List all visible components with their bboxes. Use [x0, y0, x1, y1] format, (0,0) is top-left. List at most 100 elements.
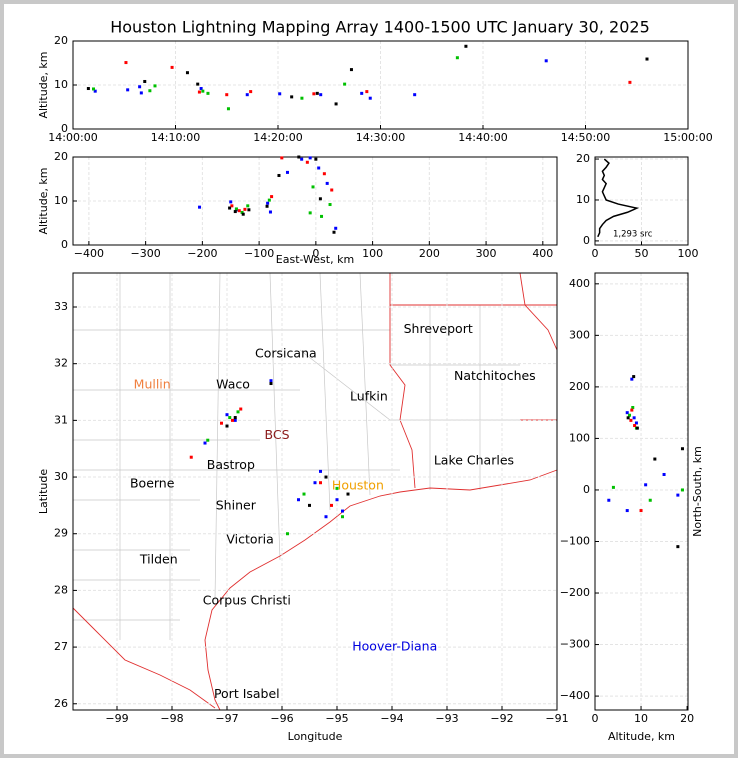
x-tick-label: 14:20:00	[253, 131, 302, 144]
lightning-source	[143, 79, 147, 83]
x-tick-label: 200	[419, 247, 440, 260]
lightning-source	[201, 89, 205, 93]
lightning-source	[365, 90, 369, 94]
lightning-source	[648, 498, 652, 502]
y-tick-label: 20	[54, 34, 68, 47]
place-label: Bastrop	[207, 457, 255, 472]
lightning-source	[267, 198, 271, 202]
lightning-source	[635, 426, 639, 430]
x-tick-label: −96	[270, 712, 293, 725]
lightning-source	[607, 498, 611, 502]
place-label: BCS	[265, 427, 290, 442]
x-tick-label: 20	[680, 712, 694, 725]
lightning-source	[226, 107, 230, 111]
lightning-source	[653, 457, 657, 461]
lightning-source	[243, 207, 247, 211]
x-tick-label: −400	[74, 247, 104, 260]
x-tick-label: 300	[476, 247, 497, 260]
lightning-source	[247, 208, 251, 212]
altitude-histogram	[597, 158, 640, 238]
lightning-source	[360, 91, 364, 95]
lightning-source	[240, 210, 244, 214]
plot-frame	[72, 156, 558, 246]
lightning-source	[269, 382, 273, 386]
x-axis-label: Longitude	[288, 730, 343, 743]
lightning-source	[265, 204, 269, 208]
plot-frame	[72, 272, 558, 711]
x-tick-label: 0	[592, 247, 599, 260]
lightning-source	[630, 408, 634, 412]
lightning-source	[233, 416, 237, 420]
lightning-source	[632, 375, 636, 379]
lightning-source	[680, 488, 684, 492]
y-tick-label: 0	[61, 238, 68, 251]
lightning-source	[632, 416, 636, 420]
x-tick-label: 0	[592, 712, 599, 725]
lightning-source	[302, 492, 306, 496]
x-tick-label: −100	[244, 247, 274, 260]
y-tick-label: −100	[560, 534, 590, 547]
x-axis-label: Altitude, km	[608, 730, 675, 743]
y-axis-label: Altitude, km	[37, 167, 50, 234]
place-label: Victoria	[226, 531, 273, 546]
lightning-source	[464, 44, 468, 48]
place-label: Shiner	[216, 497, 257, 512]
lightning-source	[319, 469, 322, 473]
x-tick-label: 0	[312, 247, 319, 260]
lightning-source	[315, 91, 319, 95]
lightning-source	[249, 90, 253, 94]
place-label: Corpus Christi	[203, 593, 291, 608]
lightning-source	[206, 91, 210, 95]
place-label: Lake Charles	[434, 453, 514, 468]
map-base	[72, 272, 558, 711]
place-label: Tilden	[139, 551, 178, 566]
y-tick-label: 32	[54, 357, 68, 370]
lightning-source	[330, 503, 333, 507]
lightning-source	[335, 486, 339, 490]
lightning-source	[341, 509, 344, 513]
lightning-source	[334, 226, 338, 230]
place-label: Natchitoches	[454, 368, 536, 383]
lightning-source	[300, 96, 304, 100]
lightning-source	[680, 447, 684, 451]
lightning-source	[231, 418, 234, 422]
lightning-source	[662, 472, 666, 476]
lightning-source	[148, 89, 152, 93]
lightning-source	[325, 181, 329, 185]
y-tick-label: 0	[583, 483, 590, 496]
lightning-source	[413, 93, 417, 97]
place-label: Shreveport	[404, 321, 473, 336]
lightning-source	[280, 156, 284, 160]
x-tick-label: 14:00:00	[48, 131, 97, 144]
lightning-source	[343, 82, 347, 86]
place-label: Waco	[216, 377, 250, 392]
y-tick-label: 29	[54, 527, 68, 540]
x-tick-label: −94	[380, 712, 403, 725]
y-tick-label: 100	[569, 431, 590, 444]
x-tick-label: 15:00:00	[663, 131, 712, 144]
lightning-source	[297, 498, 300, 502]
lightning-source	[225, 413, 229, 417]
lightning-source	[628, 413, 632, 417]
lightning-source	[334, 102, 338, 106]
y-tick-label: 10	[54, 78, 68, 91]
x-tick-label: −95	[325, 712, 348, 725]
lightning-source	[197, 90, 201, 94]
lightning-source	[312, 92, 316, 96]
lightning-source	[625, 411, 629, 415]
lightning-source	[268, 210, 272, 214]
x-tick-label: 14:10:00	[151, 131, 200, 144]
state-borders	[72, 272, 558, 709]
lightning-source	[335, 498, 339, 502]
y-tick-label: 30	[54, 470, 68, 483]
x-tick-label: 10	[634, 712, 648, 725]
y-tick-label: 10	[54, 194, 68, 207]
y-tick-label: 20	[54, 150, 68, 163]
lightning-source	[234, 207, 238, 211]
lightning-source	[629, 418, 633, 422]
lightning-source	[86, 87, 90, 91]
x-tick-label: 14:30:00	[356, 131, 405, 144]
lightning-source	[225, 93, 229, 97]
lightning-source	[625, 509, 629, 513]
lightning-source	[203, 441, 207, 445]
